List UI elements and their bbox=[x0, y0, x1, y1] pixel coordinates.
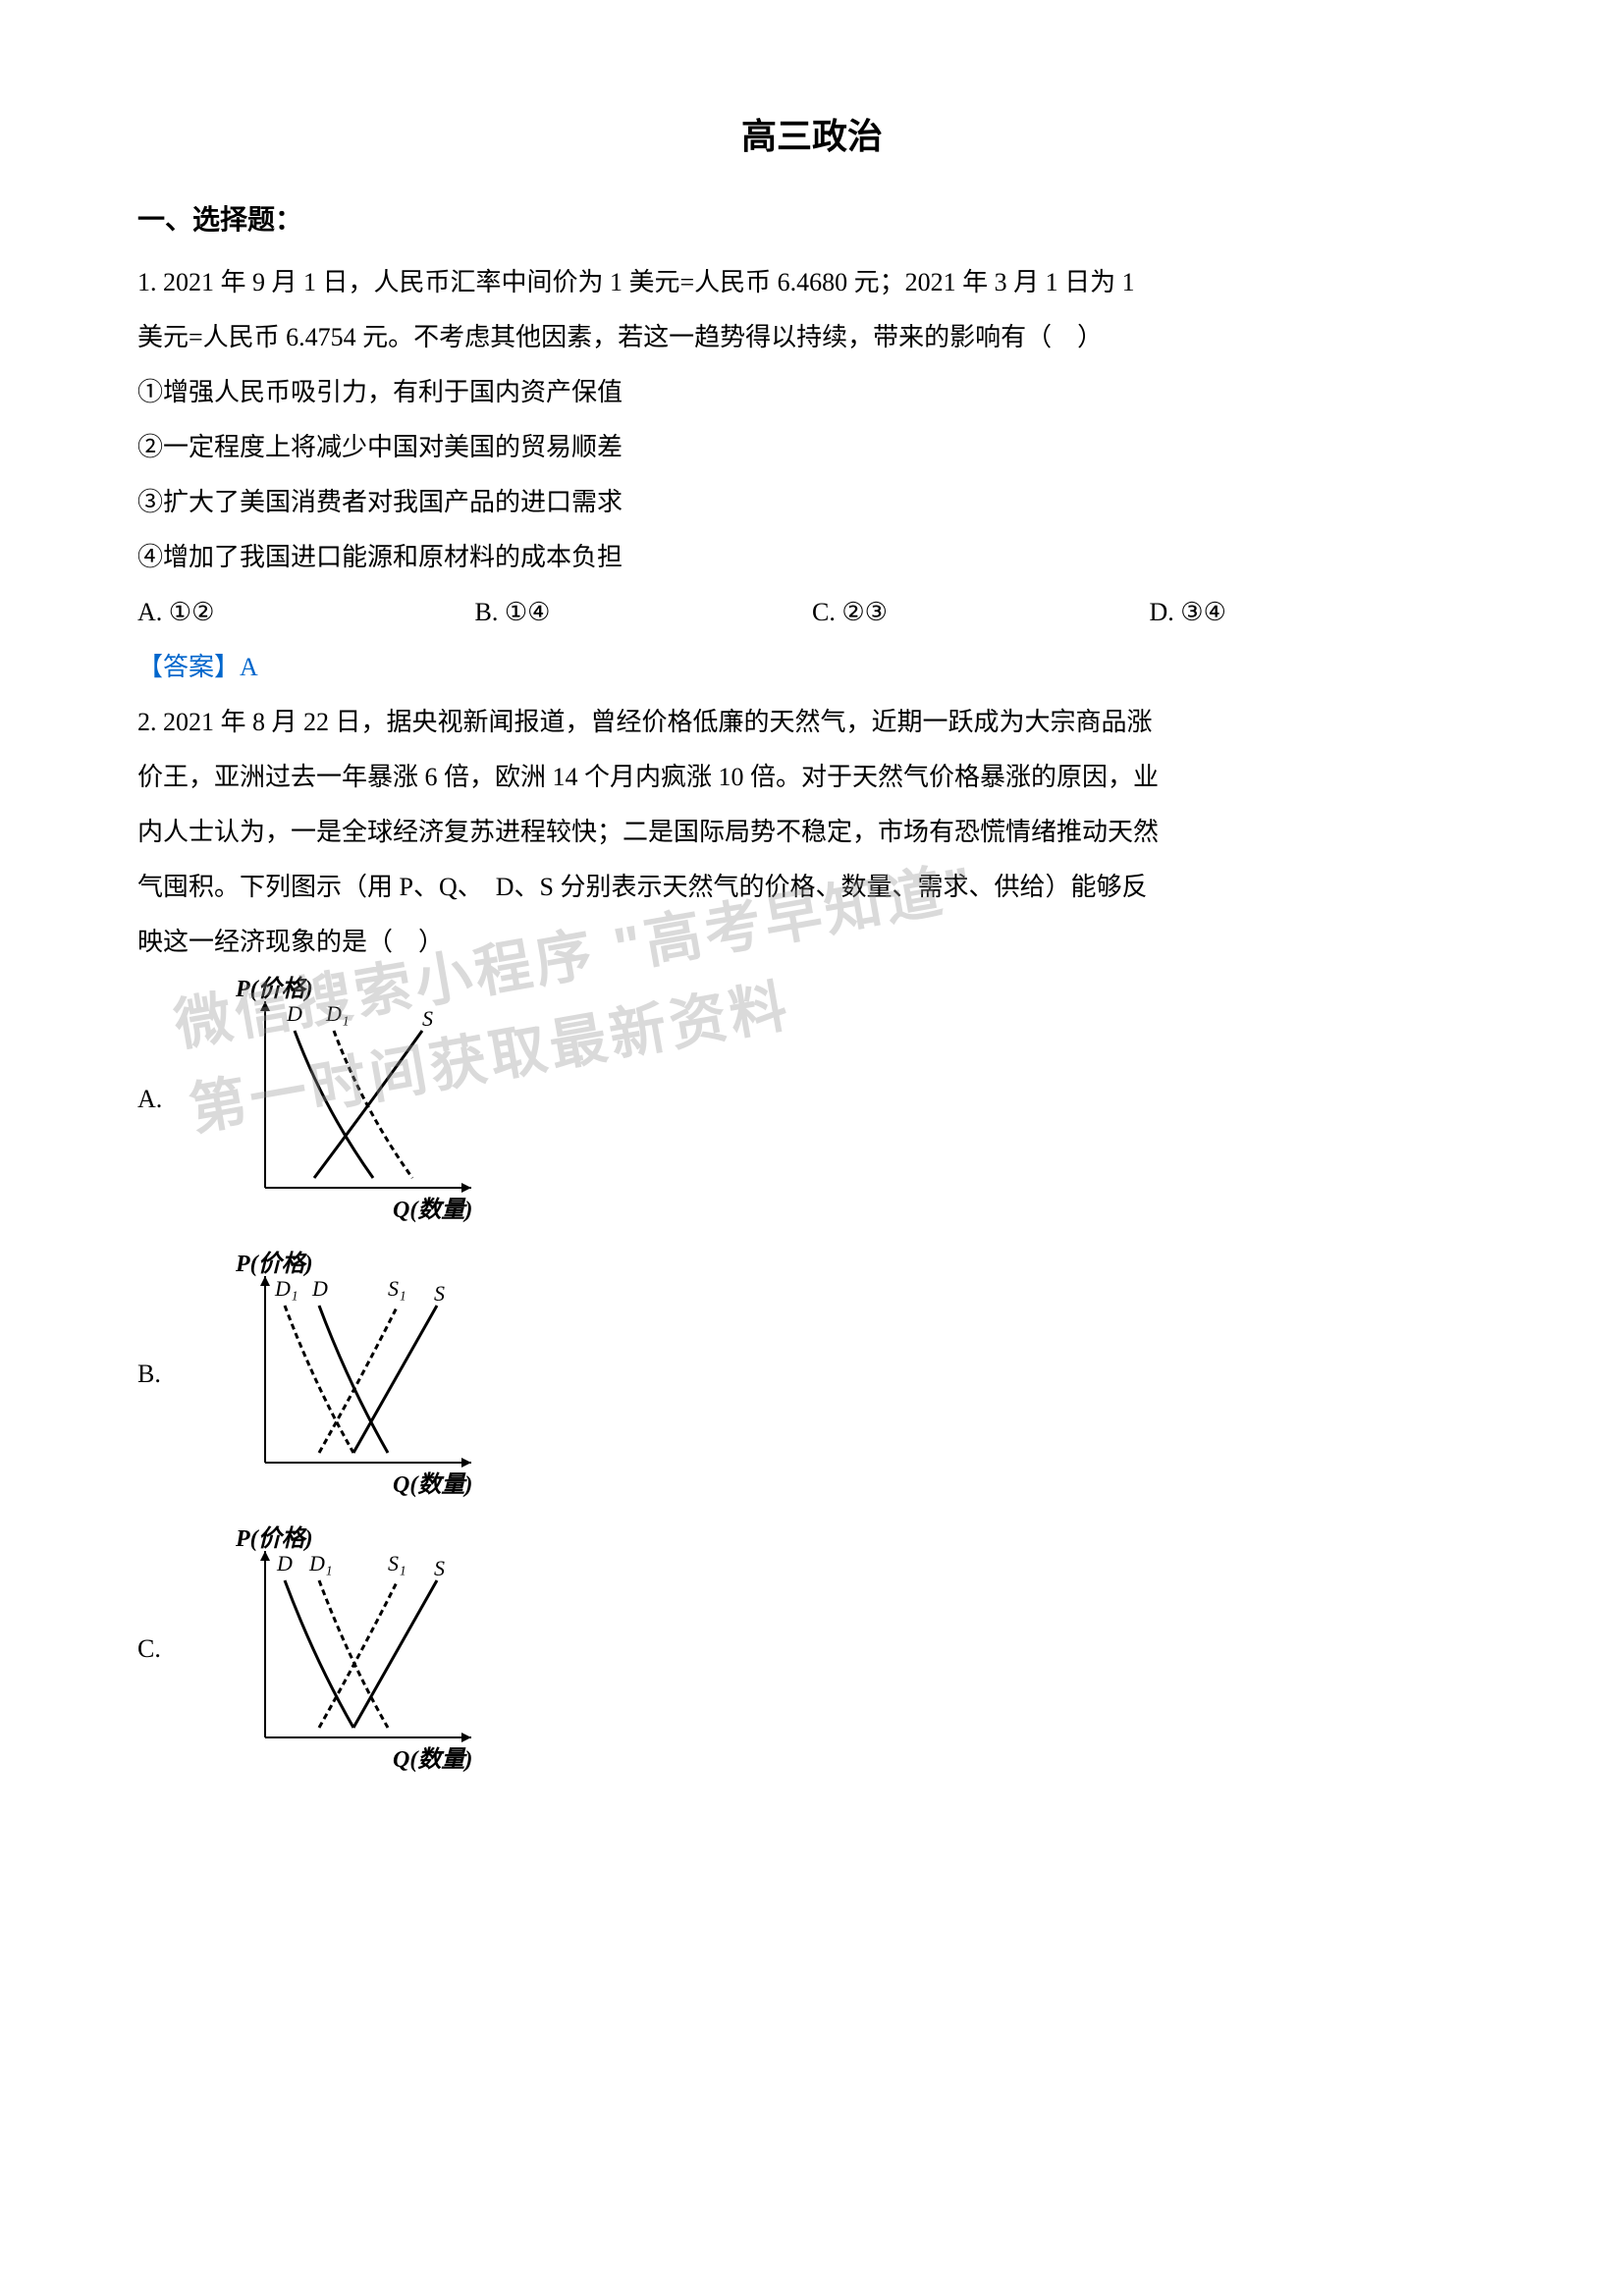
graph-label-a: A. bbox=[137, 1085, 187, 1114]
q1-item1: ①增强人民币吸引力，有利于国内资产保值 bbox=[137, 367, 1487, 418]
graph-option-a: A. D D₁ S P(价格) Q(数量) bbox=[137, 972, 1487, 1227]
graph-c-d-label: D bbox=[276, 1551, 293, 1575]
q1-optA: A. ①② bbox=[137, 587, 475, 638]
graph-b-d-label: D bbox=[311, 1276, 328, 1301]
q1-line2: 美元=人民币 6.4754 元。不考虑其他因素，若这一趋势得以持续，带来的影响有… bbox=[137, 312, 1487, 363]
q1-line1: 1. 2021 年 9 月 1 日，人民币汇率中间价为 1 美元=人民币 6.4… bbox=[137, 257, 1487, 308]
graph-c-xlabel: Q(数量) bbox=[393, 1746, 472, 1773]
graph-a-d-label: D bbox=[286, 1001, 302, 1026]
graph-a-svg: D D₁ S P(价格) Q(数量) bbox=[226, 972, 501, 1227]
graph-c-ylabel: P(价格) bbox=[235, 1525, 313, 1552]
graph-option-b: B. D₁ D S₁ S P(价格) Q(数量) bbox=[137, 1247, 1487, 1502]
q2-line5: 映这一经济现象的是（ ） bbox=[137, 917, 1487, 968]
graph-b-ylabel: P(价格) bbox=[235, 1251, 313, 1277]
graph-b-s-label: S bbox=[434, 1281, 445, 1306]
q1-optB: B. ①④ bbox=[475, 587, 813, 638]
q1-optC: C. ②③ bbox=[812, 587, 1150, 638]
q1-optD: D. ③④ bbox=[1150, 587, 1488, 638]
graph-b-d1-label: D₁ bbox=[274, 1276, 298, 1301]
q1-item4: ④增加了我国进口能源和原材料的成本负担 bbox=[137, 532, 1487, 583]
graph-c-s-label: S bbox=[434, 1556, 445, 1580]
graph-a-ylabel: P(价格) bbox=[235, 976, 313, 1002]
q1-item3: ③扩大了美国消费者对我国产品的进口需求 bbox=[137, 477, 1487, 528]
q1-answer: 【答案】A bbox=[137, 642, 1487, 693]
page-title: 高三政治 bbox=[137, 108, 1487, 159]
graph-b-xlabel: Q(数量) bbox=[393, 1471, 472, 1498]
graph-c-svg: D D₁ S₁ S P(价格) Q(数量) bbox=[226, 1522, 501, 1777]
q1-item2: ②一定程度上将减少中国对美国的贸易顺差 bbox=[137, 422, 1487, 473]
graph-label-c: C. bbox=[137, 1634, 187, 1664]
graph-a-s-label: S bbox=[422, 1006, 433, 1031]
q2-line3: 内人士认为，一是全球经济复苏进程较快；二是国际局势不稳定，市场有恐慌情绪推动天然 bbox=[137, 807, 1487, 858]
graph-b-svg: D₁ D S₁ S P(价格) Q(数量) bbox=[226, 1247, 501, 1502]
q2-line2: 价王，亚洲过去一年暴涨 6 倍，欧洲 14 个月内疯涨 10 倍。对于天然气价格… bbox=[137, 752, 1487, 803]
graph-a-d1-label: D₁ bbox=[325, 1001, 350, 1026]
graph-option-c: C. D D₁ S₁ S P(价格) Q(数量) bbox=[137, 1522, 1487, 1777]
section-header: 一、选择题： bbox=[137, 198, 1487, 238]
graph-c-s1-label: S₁ bbox=[388, 1551, 406, 1575]
graph-c-d1-label: D₁ bbox=[308, 1551, 333, 1575]
graph-label-b: B. bbox=[137, 1360, 187, 1389]
graph-b-s1-label: S₁ bbox=[388, 1276, 406, 1301]
q2-line1: 2. 2021 年 8 月 22 日，据央视新闻报道，曾经价格低廉的天然气，近期… bbox=[137, 697, 1487, 748]
graph-a-xlabel: Q(数量) bbox=[393, 1197, 472, 1223]
q1-options: A. ①② B. ①④ C. ②③ D. ③④ bbox=[137, 587, 1487, 638]
q2-line4: 气囤积。下列图示（用 P、Q、 D、S 分别表示天然气的价格、数量、需求、供给）… bbox=[137, 862, 1487, 913]
